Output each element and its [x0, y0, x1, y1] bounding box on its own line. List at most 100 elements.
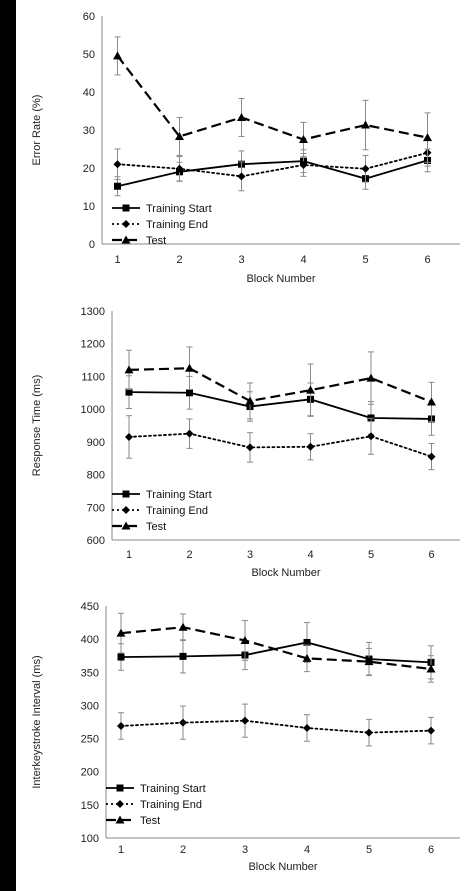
legend-label: Training Start: [146, 489, 212, 501]
y-tick-label: 600: [87, 535, 105, 547]
legend-marker: [122, 506, 130, 514]
x-tick-label: 3: [242, 844, 248, 856]
data-point: [245, 396, 255, 405]
y-tick-label: 450: [81, 601, 99, 613]
data-point: [124, 365, 134, 374]
legend-marker: [122, 490, 130, 498]
y-axis-title: Interkeystroke Interval (ms): [31, 655, 43, 788]
data-point: [117, 653, 125, 661]
x-tick-label: 6: [428, 549, 434, 561]
series-line: [128, 391, 432, 420]
legend: Training Start Training End Test: [106, 783, 206, 827]
series-square: [117, 622, 435, 680]
series-triangle: [116, 612, 436, 683]
y-tick-label: 40: [83, 87, 95, 99]
legend: Training Start Training End Test: [112, 489, 212, 533]
x-axis-title: Block Number: [248, 861, 317, 873]
y-tick-label: 10: [83, 201, 95, 213]
x-tick-label: 1: [126, 549, 132, 561]
y-tick-label: 0: [89, 239, 95, 251]
series-square: [114, 148, 431, 197]
legend-marker: [121, 521, 131, 530]
data-point: [114, 182, 121, 190]
data-point: [303, 723, 311, 732]
x-axis-title: Block Number: [246, 273, 315, 285]
data-point: [237, 172, 246, 181]
figure: 0 10 20 30 40 50 60 1 2 3 4 5 6 Block Number Error Rat…: [16, 0, 474, 891]
x-tick-label: 1: [118, 844, 124, 856]
data-point: [423, 133, 432, 142]
data-point: [186, 389, 193, 397]
legend-marker: [116, 784, 124, 792]
series-line: [117, 159, 428, 188]
data-point: [427, 452, 436, 461]
y-tick-label: 200: [81, 767, 99, 779]
data-point: [302, 653, 312, 662]
data-point: [185, 363, 194, 372]
x-tick-label: 5: [368, 549, 374, 561]
x-tick-label: 5: [362, 254, 368, 266]
series-triangle: [124, 346, 436, 423]
y-axis-title: Response Time (ms): [31, 375, 43, 476]
series-diamond: [113, 139, 432, 192]
x-tick-label: 2: [180, 844, 186, 856]
x-tick-label: 3: [238, 254, 244, 266]
y-tick-label: 250: [81, 734, 99, 746]
y-tick-label: 1100: [81, 371, 105, 383]
x-tick-label: 2: [186, 549, 192, 561]
data-point: [179, 718, 187, 727]
data-point: [299, 135, 308, 143]
x-tick-label: 4: [300, 254, 306, 266]
y-tick-label: 350: [81, 667, 99, 679]
y-tick-label: 900: [87, 437, 105, 449]
data-point: [178, 622, 188, 631]
data-point: [125, 388, 133, 396]
data-point: [427, 397, 436, 406]
x-tick-label: 6: [428, 844, 434, 856]
legend-label: Training End: [146, 219, 208, 231]
series-line: [120, 626, 432, 671]
chart-panel-1: 0 10 20 30 40 50 60 1 2 3 4 5 6 Block Number Error Rat…: [31, 11, 460, 285]
data-point: [427, 726, 435, 735]
data-point: [367, 432, 375, 441]
data-point: [237, 112, 246, 121]
x-tick-label: 6: [424, 254, 430, 266]
x-axis-title: Block Number: [251, 567, 320, 579]
data-point: [246, 443, 254, 452]
data-point: [113, 160, 122, 169]
data-point: [306, 442, 315, 451]
x-tick-label: 4: [307, 549, 313, 561]
data-point: [240, 635, 250, 644]
y-tick-label: 1200: [81, 339, 105, 351]
legend: Training Start Training End Test: [112, 203, 212, 247]
legend-label: Training End: [146, 505, 208, 517]
series-diamond: [125, 415, 436, 471]
x-tick-label: 2: [176, 254, 182, 266]
data-point: [113, 51, 122, 60]
data-point: [306, 385, 315, 394]
series-line: [116, 55, 428, 141]
data-point: [366, 373, 376, 382]
x-tick-label: 5: [366, 844, 372, 856]
series-line: [128, 367, 432, 403]
data-point: [365, 728, 373, 737]
y-tick-label: 800: [87, 470, 105, 482]
legend-label: Training End: [140, 799, 202, 811]
chart-panel-2: 600 700 800 900 1000 1100 1200 1300 1 2 3 4 5 6 Block …: [31, 306, 460, 579]
y-axis-title: Error Rate (%): [31, 95, 43, 166]
data-point: [426, 664, 436, 673]
chart-panels: 0 10 20 30 40 50 60 1 2 3 4 5 6 Block Number Error Rat…: [31, 11, 460, 873]
y-tick-label: 300: [81, 700, 99, 712]
legend-label: Training Start: [140, 783, 206, 795]
y-tick-label: 20: [83, 163, 95, 175]
data-point: [175, 131, 184, 140]
data-point: [241, 716, 249, 725]
y-tick-label: 1000: [81, 404, 105, 416]
x-tick-label: 1: [114, 254, 120, 266]
legend-label: Test: [146, 521, 166, 533]
legend-marker: [122, 220, 130, 228]
series-line: [128, 432, 433, 458]
x-tick-label: 3: [247, 549, 253, 561]
data-point: [364, 657, 374, 666]
data-point: [185, 429, 194, 438]
